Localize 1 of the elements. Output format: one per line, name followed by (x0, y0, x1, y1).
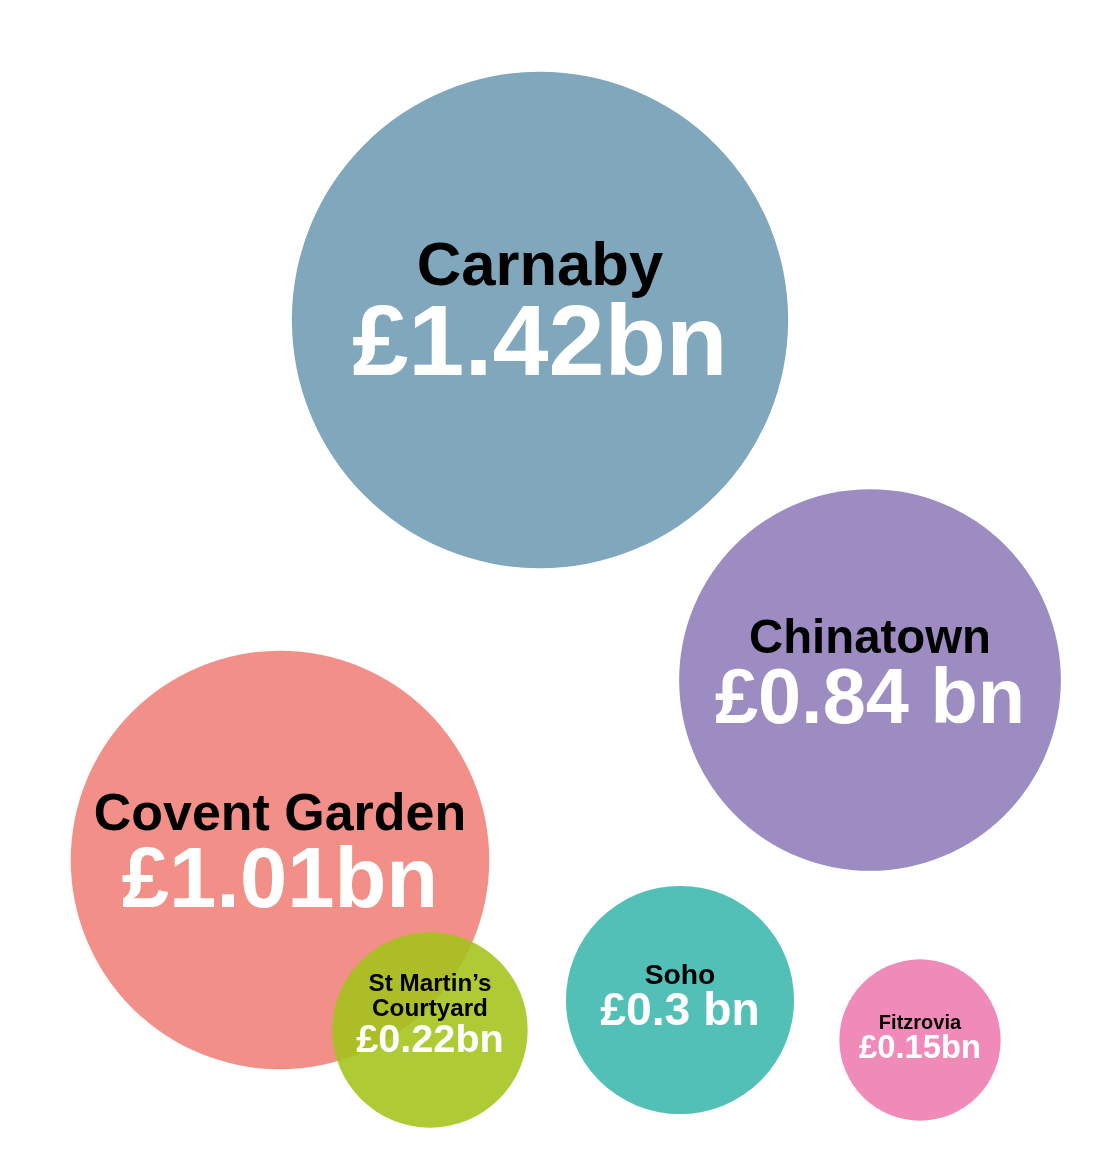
category-label: Covent Garden (93, 783, 467, 842)
